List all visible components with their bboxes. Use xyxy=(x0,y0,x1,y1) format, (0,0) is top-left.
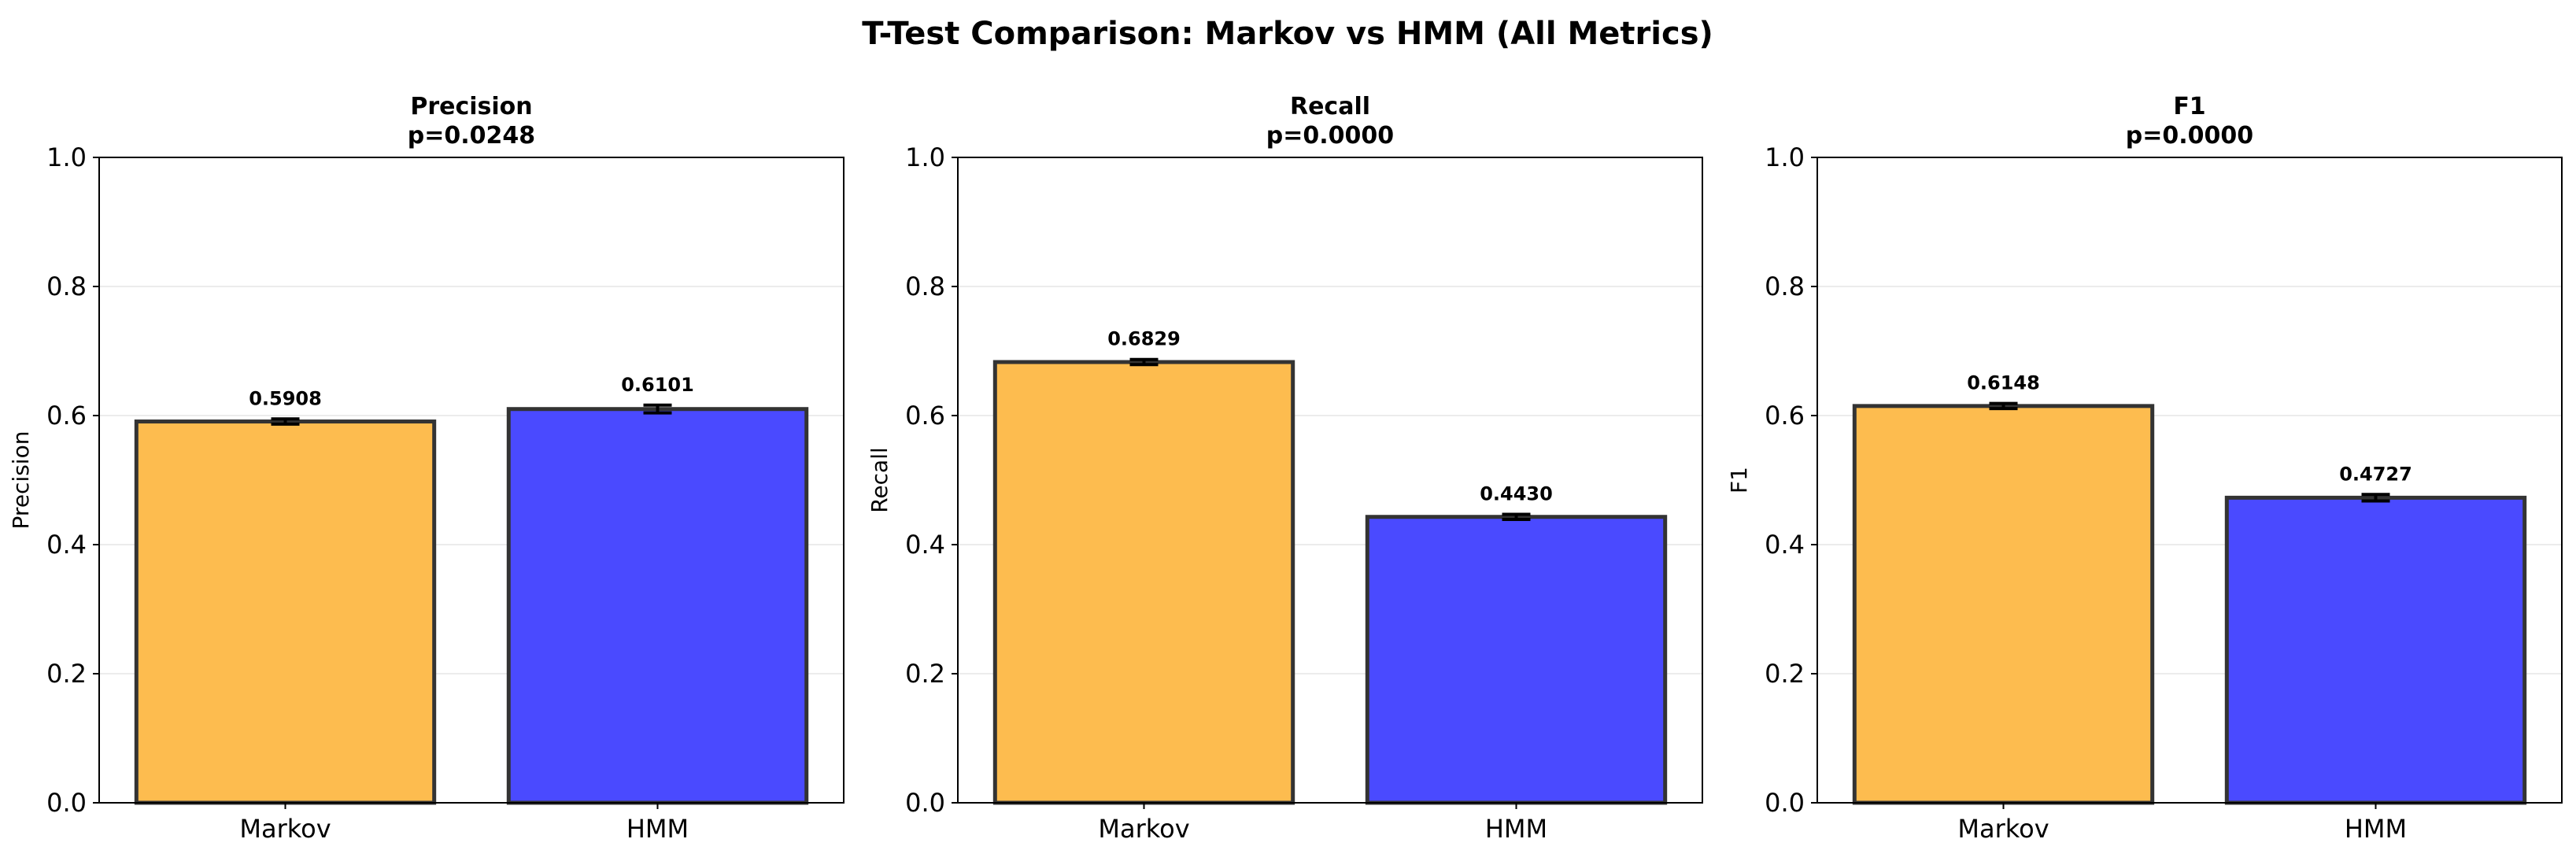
y-axis-label: Precision xyxy=(8,431,34,530)
error-bar xyxy=(1129,357,1159,367)
panel-pvalue: p=0.0000 xyxy=(1266,122,1394,150)
data-label: 0.5908 xyxy=(249,387,322,409)
y-axis-label: F1 xyxy=(1726,467,1752,493)
plot-frame xyxy=(98,157,844,804)
figure-title: T-Test Comparison: Markov vs HMM (All Me… xyxy=(862,16,1713,52)
y-tick-label: 1.0 xyxy=(46,142,87,172)
x-tick-label: Markov xyxy=(1957,814,2049,844)
y-tick-label: 0.4 xyxy=(46,530,87,560)
plot-frame xyxy=(1817,157,2563,804)
bar-markov xyxy=(992,360,1295,805)
y-tick-label: 1.0 xyxy=(905,142,945,172)
y-tick-label: 0.4 xyxy=(1765,530,1805,560)
data-label: 0.6101 xyxy=(621,374,694,396)
y-tick-label: 0.6 xyxy=(905,401,945,431)
panels: Precisionp=0.02480.5908Markov0.6101HMM0.… xyxy=(8,93,2563,844)
panel-title: Recall xyxy=(1290,93,1370,120)
y-tick-label: 0.6 xyxy=(1765,401,1805,431)
error-bar xyxy=(1502,512,1531,522)
data-label: 0.4430 xyxy=(1480,482,1553,504)
y-tick-label: 0.4 xyxy=(905,530,945,560)
y-tick-label: 0.0 xyxy=(1765,788,1805,818)
plot-frame xyxy=(957,157,1703,804)
y-tick-label: 0.8 xyxy=(46,272,87,301)
y-tick-label: 0.0 xyxy=(905,788,945,818)
y-tick-label: 0.2 xyxy=(905,659,945,689)
panel-pvalue: p=0.0248 xyxy=(408,122,535,150)
error-bar xyxy=(2361,493,2390,503)
panel-title: Precision xyxy=(410,93,532,120)
x-tick-label: HMM xyxy=(2345,814,2407,844)
data-label: 0.6829 xyxy=(1107,328,1181,350)
y-tick-label: 0.6 xyxy=(46,401,87,431)
bar-hmm xyxy=(2224,495,2527,805)
bar-hmm xyxy=(1365,515,1668,805)
panel-pvalue: p=0.0000 xyxy=(2126,122,2253,150)
chart-panel-recall: Recallp=0.00000.6829Markov0.4430HMM0.00.… xyxy=(867,93,1703,844)
y-tick-label: 0.8 xyxy=(905,272,945,301)
error-bar xyxy=(643,403,672,415)
x-tick-label: Markov xyxy=(239,814,331,844)
y-axis-label: Recall xyxy=(867,447,893,513)
bar-hmm xyxy=(506,407,809,805)
x-tick-label: Markov xyxy=(1098,814,1189,844)
data-label: 0.4727 xyxy=(2339,463,2412,485)
chart-panel-f1: F1p=0.00000.6148Markov0.4727HMM0.00.20.4… xyxy=(1726,93,2563,844)
y-tick-label: 1.0 xyxy=(1765,142,1805,172)
y-tick-label: 0.0 xyxy=(46,788,87,818)
error-bar xyxy=(271,417,300,426)
bar-markov xyxy=(134,419,437,805)
y-tick-label: 0.8 xyxy=(1765,272,1805,301)
x-tick-label: HMM xyxy=(626,814,689,844)
y-tick-label: 0.2 xyxy=(1765,659,1805,689)
data-label: 0.6148 xyxy=(1967,372,2040,394)
x-tick-label: HMM xyxy=(1485,814,1547,844)
error-bar xyxy=(1989,401,2018,411)
y-tick-label: 0.2 xyxy=(46,659,87,689)
panel-title: F1 xyxy=(2173,93,2205,120)
chart-panel-precision: Precisionp=0.02480.5908Markov0.6101HMM0.… xyxy=(8,93,844,844)
bar-markov xyxy=(1852,404,2155,805)
